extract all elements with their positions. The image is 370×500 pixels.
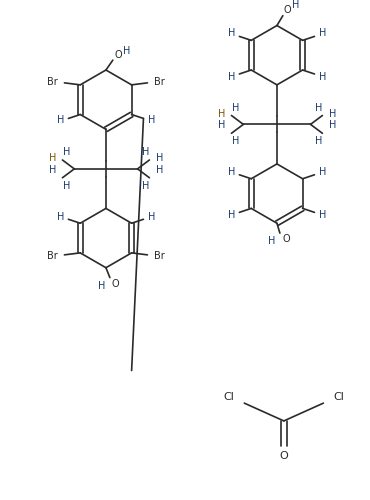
Text: O: O	[284, 4, 292, 15]
Text: H: H	[228, 167, 235, 177]
Text: H: H	[232, 102, 239, 113]
Text: O: O	[279, 450, 288, 460]
Text: H: H	[218, 120, 225, 130]
Text: H: H	[142, 180, 149, 190]
Text: H: H	[49, 165, 56, 175]
Text: Br: Br	[154, 77, 165, 87]
Text: H: H	[98, 280, 106, 290]
Text: Br: Br	[47, 251, 58, 261]
Text: Br: Br	[47, 77, 58, 87]
Text: H: H	[63, 180, 70, 190]
Text: H: H	[329, 108, 336, 118]
Text: H: H	[292, 0, 299, 10]
Text: H: H	[57, 212, 64, 222]
Text: H: H	[228, 72, 235, 82]
Text: H: H	[319, 210, 326, 220]
Text: H: H	[319, 72, 326, 82]
Text: Cl: Cl	[223, 392, 234, 402]
Text: H: H	[228, 210, 235, 220]
Text: H: H	[315, 136, 322, 146]
Text: O: O	[283, 234, 290, 244]
Text: H: H	[142, 147, 149, 157]
Text: H: H	[49, 153, 56, 163]
Text: H: H	[148, 212, 155, 222]
Text: H: H	[123, 46, 130, 56]
Text: H: H	[319, 28, 326, 38]
Text: O: O	[115, 50, 122, 60]
Text: H: H	[63, 147, 70, 157]
Text: H: H	[57, 116, 64, 126]
Text: H: H	[228, 28, 235, 38]
Text: H: H	[148, 116, 155, 126]
Text: H: H	[232, 136, 239, 146]
Text: H: H	[268, 236, 276, 246]
Text: H: H	[218, 108, 225, 118]
Text: Br: Br	[154, 251, 165, 261]
Text: H: H	[156, 165, 163, 175]
Text: O: O	[111, 278, 119, 288]
Text: H: H	[315, 102, 322, 113]
Text: H: H	[329, 120, 336, 130]
Text: H: H	[156, 153, 163, 163]
Text: H: H	[319, 167, 326, 177]
Text: Cl: Cl	[334, 392, 344, 402]
